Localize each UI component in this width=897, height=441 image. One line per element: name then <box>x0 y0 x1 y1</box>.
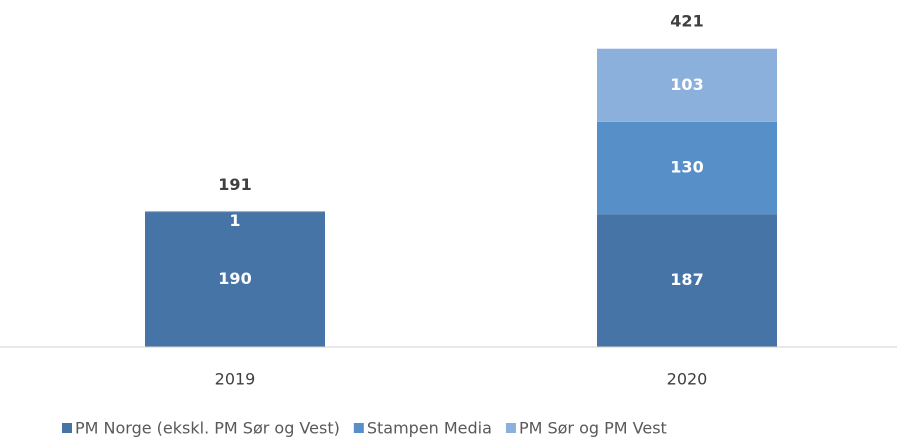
legend-swatch <box>62 423 72 433</box>
x-tick-label: 2019 <box>215 370 256 389</box>
x-tick-label: 2020 <box>667 370 708 389</box>
legend-swatch <box>505 423 516 433</box>
total-label: 421 <box>670 12 703 31</box>
bar-segment <box>597 121 777 215</box>
data-label: 130 <box>670 158 703 177</box>
legend-swatch <box>353 423 364 433</box>
legend-label: PM Norge (ekskl. PM Sør og Vest) <box>75 419 340 438</box>
data-label: 190 <box>218 269 251 288</box>
bar-segment <box>597 48 777 122</box>
bar-segment <box>145 212 325 347</box>
total-label: 191 <box>218 175 251 194</box>
data-label: 103 <box>670 75 703 94</box>
legend-label: PM Sør og PM Vest <box>519 419 667 438</box>
data-label: 1 <box>229 211 240 230</box>
bar-segment <box>597 214 777 347</box>
data-label: 187 <box>670 270 703 289</box>
legend-label: Stampen Media <box>367 419 492 438</box>
bar-segment <box>145 211 325 213</box>
